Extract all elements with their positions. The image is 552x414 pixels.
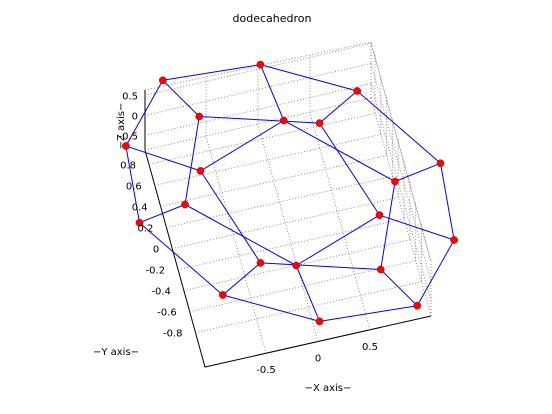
edge-line: [356, 90, 441, 164]
vertex-marker: [181, 200, 189, 209]
edge-line: [162, 79, 200, 117]
x-axis-label: −X axis−: [305, 383, 352, 394]
dodecahedron-edges: [125, 64, 455, 322]
x-tick-label: -0.5: [256, 365, 276, 376]
edge-line: [184, 116, 200, 205]
z-tick-label: -0.5: [118, 132, 138, 143]
chart-title: dodecahedron: [233, 12, 312, 25]
vertex-marker: [279, 116, 288, 125]
axes-box: [144, 90, 432, 368]
gridlines: [144, 41, 432, 354]
x-gridline: [205, 136, 267, 354]
vertex-marker: [122, 142, 130, 150]
dodecahedron-vertices: [122, 60, 458, 326]
edge-line: [139, 222, 224, 296]
edge-line: [222, 262, 261, 296]
edge-line: [259, 64, 285, 121]
y-gridline: [154, 134, 381, 186]
vertex-marker: [218, 291, 227, 299]
edge-line: [283, 120, 396, 182]
edge-line: [380, 181, 396, 270]
frame-back-top: [144, 41, 372, 91]
x-tick-label: 0: [315, 354, 321, 365]
vertex-marker: [315, 317, 324, 326]
vertex-marker: [292, 261, 301, 270]
edge-line: [319, 90, 358, 124]
vertex-marker: [196, 167, 205, 175]
y-gridline: [178, 218, 405, 270]
y-tick-label: 0.8: [120, 160, 136, 171]
edge-line: [295, 265, 321, 322]
y-axis-label: −Y axis−: [93, 347, 139, 358]
edge-line: [125, 145, 201, 172]
y-gridline: [172, 197, 399, 249]
edge-line: [380, 269, 418, 307]
y-tick-label: -0.6: [157, 308, 177, 319]
z-gridline-right: [370, 63, 432, 282]
edge-line: [199, 116, 320, 124]
edge-line: [295, 214, 380, 266]
x-gridline: [257, 124, 319, 342]
edge-line: [200, 120, 285, 172]
y-tick-label: -0.2: [146, 266, 166, 277]
edge-line: [162, 64, 261, 81]
y-tick-label: 0.4: [132, 202, 148, 213]
z-tick-label: 0: [132, 111, 138, 122]
edge-line: [260, 262, 381, 270]
edge-line: [260, 64, 358, 92]
vertex-marker: [450, 236, 458, 244]
edge-line: [200, 170, 261, 264]
frame-right-top: [370, 41, 432, 263]
edge-line: [394, 162, 441, 182]
edge-line: [440, 163, 455, 241]
vertex-marker: [158, 76, 167, 85]
edge-line: [125, 80, 164, 147]
vertex-marker: [195, 112, 204, 121]
vertex-marker: [256, 259, 265, 267]
vertex-marker: [376, 265, 385, 274]
vertex-marker: [353, 87, 362, 95]
axes-floor-edges: [144, 149, 432, 368]
frame-right-bottom: [370, 97, 432, 317]
edge-line: [184, 204, 297, 266]
edge-line: [319, 122, 380, 216]
edge-line: [379, 214, 455, 241]
y-tick-label: -0.4: [151, 287, 171, 298]
z-tick-label: 0.5: [122, 91, 138, 102]
edge-line: [319, 305, 418, 322]
vertex-marker: [436, 159, 445, 168]
vertex-marker: [375, 211, 384, 219]
vertex-marker: [413, 301, 422, 310]
z-axis-label: −Z axis−: [116, 103, 127, 150]
edge-line: [139, 204, 186, 224]
vertex-marker: [391, 177, 399, 186]
y-tick-label: 0.6: [126, 181, 142, 192]
edge-line: [222, 294, 320, 322]
edge-line: [416, 239, 455, 306]
y-tick-label: 0: [153, 245, 159, 256]
edge-line: [125, 145, 140, 223]
x-gridline: [309, 112, 371, 330]
y-gridline: [160, 155, 387, 207]
x-tick-label: 0.5: [362, 342, 378, 353]
vertex-marker: [135, 218, 144, 227]
y-tick-label: 0.2: [137, 224, 153, 235]
vertex-marker: [256, 60, 265, 69]
y-tick-label: -0.8: [163, 329, 183, 340]
vertex-marker: [315, 119, 324, 127]
tick-labels: -0.500.50.80.60.40.20-0.2-0.4-0.6-0.80.5…: [118, 91, 377, 376]
